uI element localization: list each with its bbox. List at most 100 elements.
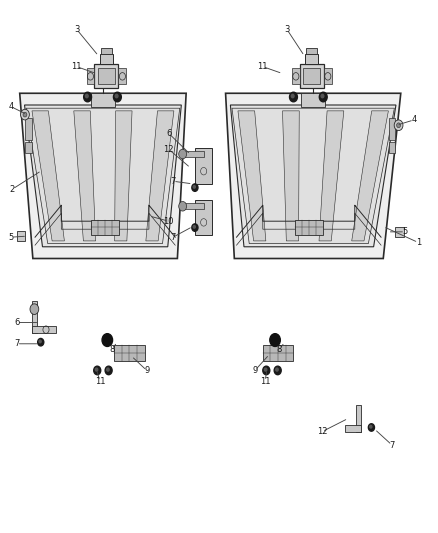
Text: 4: 4	[411, 116, 417, 124]
Circle shape	[179, 201, 187, 211]
Circle shape	[368, 424, 374, 431]
Circle shape	[192, 184, 198, 191]
Text: 8: 8	[109, 345, 114, 353]
Circle shape	[276, 368, 278, 371]
Polygon shape	[345, 425, 361, 432]
Text: 11: 11	[260, 377, 270, 385]
Bar	[25, 142, 32, 153]
Text: 6: 6	[166, 129, 171, 138]
Circle shape	[193, 185, 195, 188]
Circle shape	[21, 109, 29, 120]
Bar	[307, 48, 317, 54]
Bar	[292, 68, 300, 84]
Circle shape	[270, 334, 280, 346]
Text: 3: 3	[74, 25, 79, 34]
Circle shape	[274, 366, 281, 375]
Circle shape	[84, 92, 92, 102]
Polygon shape	[319, 111, 344, 241]
Circle shape	[105, 366, 112, 375]
Text: 10: 10	[163, 217, 174, 225]
Text: 7: 7	[389, 441, 395, 449]
Circle shape	[394, 120, 403, 131]
Text: 3: 3	[284, 25, 290, 34]
Text: 7: 7	[170, 233, 176, 241]
Polygon shape	[226, 93, 401, 259]
Circle shape	[265, 368, 267, 371]
Polygon shape	[352, 111, 389, 241]
Circle shape	[23, 112, 27, 117]
Circle shape	[107, 368, 109, 371]
Text: 5: 5	[8, 233, 14, 241]
Polygon shape	[146, 111, 174, 241]
Circle shape	[102, 334, 113, 346]
Text: 11: 11	[71, 62, 82, 71]
Bar	[389, 118, 395, 140]
Bar	[114, 345, 145, 361]
Text: 5: 5	[403, 228, 408, 236]
Bar	[395, 227, 404, 237]
Bar	[91, 220, 119, 235]
Polygon shape	[20, 93, 186, 259]
Bar	[195, 200, 212, 235]
Circle shape	[113, 92, 121, 102]
Text: 6: 6	[14, 318, 19, 327]
Circle shape	[179, 149, 187, 159]
Bar	[17, 231, 25, 241]
Text: 12: 12	[163, 145, 174, 154]
Polygon shape	[32, 301, 37, 333]
Circle shape	[319, 92, 327, 102]
Bar	[25, 118, 32, 140]
Bar	[91, 93, 115, 107]
Circle shape	[263, 366, 270, 375]
Circle shape	[370, 425, 372, 428]
Circle shape	[115, 94, 118, 98]
Polygon shape	[230, 105, 396, 247]
Bar	[94, 64, 118, 88]
Polygon shape	[356, 405, 361, 432]
Circle shape	[193, 225, 195, 228]
Polygon shape	[25, 105, 181, 247]
Bar	[303, 68, 320, 84]
Polygon shape	[74, 111, 95, 241]
Circle shape	[321, 94, 324, 98]
Text: 11: 11	[95, 377, 105, 385]
Circle shape	[291, 94, 294, 98]
Circle shape	[38, 338, 44, 346]
Circle shape	[30, 304, 39, 314]
Bar	[195, 148, 212, 184]
Circle shape	[290, 92, 297, 102]
Polygon shape	[232, 108, 394, 244]
Text: 7: 7	[170, 177, 176, 185]
Bar	[101, 48, 112, 54]
Circle shape	[85, 94, 88, 98]
Bar	[301, 93, 325, 107]
Text: 1: 1	[416, 238, 421, 247]
Bar	[180, 203, 204, 209]
Circle shape	[94, 366, 101, 375]
Bar	[263, 345, 293, 361]
Bar	[180, 151, 204, 157]
Bar	[295, 220, 323, 235]
Bar	[324, 68, 332, 84]
Bar	[118, 68, 127, 84]
Bar	[389, 142, 395, 153]
Text: 12: 12	[317, 427, 327, 436]
Bar	[305, 54, 318, 64]
Polygon shape	[32, 326, 56, 333]
Polygon shape	[115, 111, 132, 241]
Circle shape	[39, 340, 41, 343]
Circle shape	[95, 368, 98, 371]
Polygon shape	[26, 108, 180, 244]
Text: 9: 9	[252, 366, 258, 375]
Bar	[300, 64, 324, 88]
Bar	[98, 68, 115, 84]
Text: 4: 4	[8, 102, 14, 111]
Polygon shape	[283, 111, 299, 241]
Bar	[87, 68, 95, 84]
Bar	[100, 54, 113, 64]
Polygon shape	[238, 111, 266, 241]
Circle shape	[192, 224, 198, 231]
Text: 8: 8	[277, 345, 282, 353]
Text: 9: 9	[144, 366, 149, 375]
Circle shape	[397, 123, 401, 128]
